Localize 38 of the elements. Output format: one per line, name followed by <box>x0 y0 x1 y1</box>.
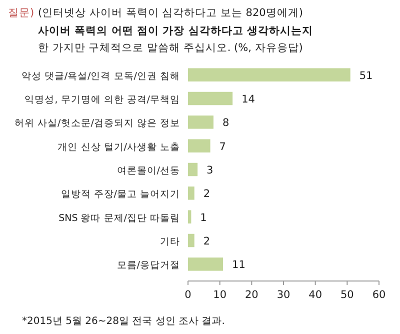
y-tick-label: 개인 신상 털기/사생활 노출 <box>58 142 180 153</box>
y-tick-label: 익명성, 무기명에 의한 공격/무책임 <box>24 94 180 106</box>
bar <box>188 162 198 176</box>
data-label: 51 <box>359 70 373 82</box>
bar <box>188 234 194 248</box>
y-tick-label: 악성 댓글/욕설/인격 모독/인권 침해 <box>21 70 180 82</box>
chart-title: 사이버 폭력의 어떤 점이 가장 심각하다고 생각하시는지 한 가지만 구체적으로 말씀해 주십시오. (%, 자유응답) <box>38 25 313 54</box>
bar <box>188 258 224 271</box>
data-label: 3 <box>206 164 214 176</box>
y-tick-label: 기타 <box>160 236 180 248</box>
text: 질문) <box>8 7 34 19</box>
data-label: 2 <box>203 236 210 248</box>
x-tick-label: 40 <box>308 289 322 301</box>
y-tick-label: 일방적 주장/물고 늘어지기 <box>60 189 180 200</box>
bar <box>188 186 194 200</box>
x-tick-label: 20 <box>244 289 258 301</box>
x-tick-label: 10 <box>213 289 227 301</box>
x-tick-label: 60 <box>372 289 386 301</box>
bar <box>188 139 210 152</box>
y-tick-label: 모름/응답거절 <box>116 260 180 272</box>
data-label: 2 <box>203 188 210 200</box>
data-label: 7 <box>219 140 226 153</box>
x-tick-label: 0 <box>184 289 192 301</box>
data-label: 14 <box>242 94 256 106</box>
data-label: 1 <box>200 212 207 224</box>
text: *2015년 5월 26~28일 전국 성인 조사 결과. <box>22 316 225 327</box>
y-tick-label: 허위 사실/헛소문/검증되지 않은 정보 <box>14 118 180 130</box>
data-label: 11 <box>232 259 246 272</box>
bar <box>188 116 214 129</box>
bar <box>188 68 350 82</box>
bar <box>188 92 233 106</box>
x-tick-label: 50 <box>340 289 354 301</box>
chart-subtitle: (인터넷상 사이버 폭력이 심각하다고 보는 820명에게) <box>38 7 303 19</box>
bar <box>188 210 192 224</box>
y-tick-label: 여론몰이/선동 <box>116 166 180 176</box>
y-tick-label: SNS 왕따 문제/집단 따돌림 <box>58 212 180 224</box>
x-tick-label: 30 <box>276 289 290 301</box>
data-label: 8 <box>222 117 230 130</box>
